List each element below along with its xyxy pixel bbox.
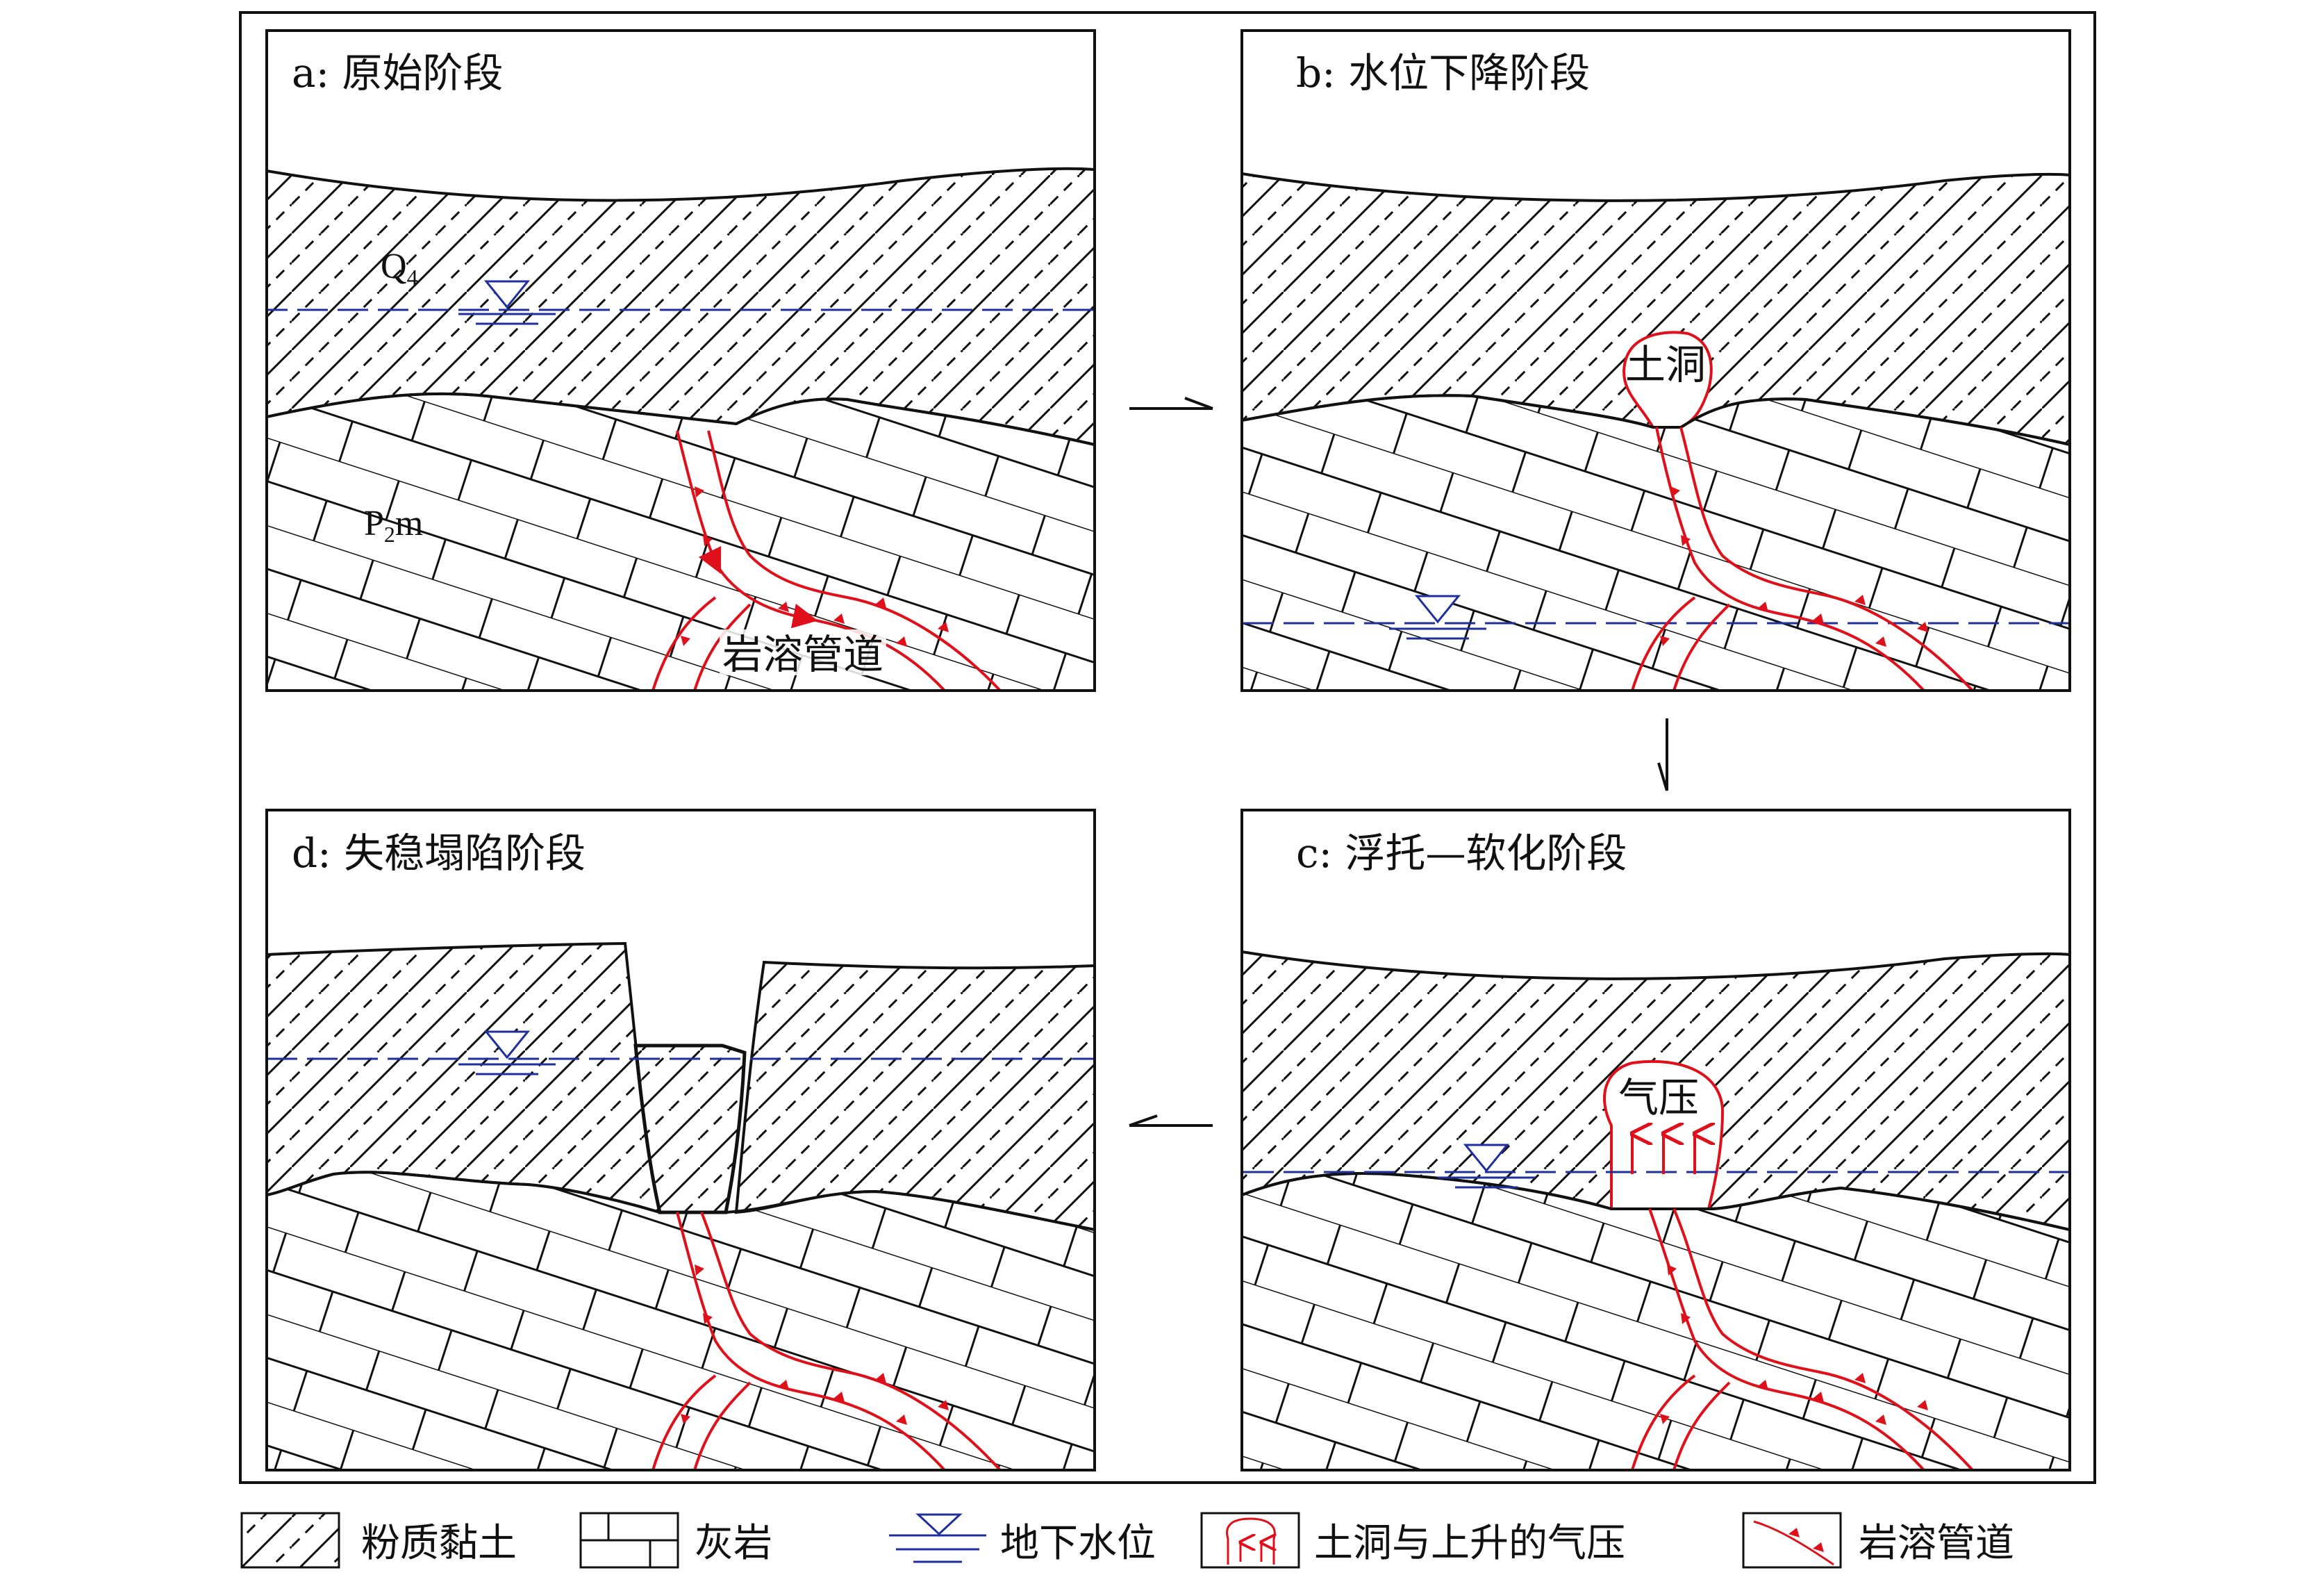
conduit-teeth	[1660, 486, 1928, 647]
karst-conduit	[1631, 427, 1974, 691]
panel-c: 气压	[1242, 950, 2070, 1470]
karst-conduit-label: 岩溶管道	[722, 631, 883, 678]
panel-c-frame	[1240, 809, 2071, 1471]
svg-text:粉质黏土: 粉质黏土	[361, 1521, 517, 1566]
air-pressure-label: 气压	[1618, 1074, 1699, 1121]
unit-p-label: P2m	[364, 504, 423, 547]
soil-cave-label: 土洞	[1625, 341, 1706, 388]
panel-a-title: a: 原始阶段	[292, 49, 504, 97]
legend-limestone: 灰岩	[579, 1512, 772, 1569]
legend-water-table	[889, 1513, 986, 1563]
karst-conduit	[651, 1212, 1002, 1470]
panel-a: Q4 P2m 岩溶管道	[267, 167, 1095, 691]
legend-water-table-label: 地下水位	[1000, 1521, 1156, 1566]
silty-clay-layer-right	[734, 960, 1095, 1232]
limestone-layer	[1242, 1172, 2070, 1470]
karst-conduit	[1631, 1208, 1974, 1470]
legend-silty-clay: 粉质黏土	[240, 1512, 517, 1569]
outer-frame	[239, 11, 2096, 1484]
legend-karst-conduit-label: 岩溶管道	[1859, 1521, 2014, 1566]
legend-karst-conduit	[1742, 1512, 1842, 1569]
panel-d-frame	[265, 809, 1096, 1471]
silty-clay-layer-left	[267, 941, 662, 1214]
conduit-teeth	[1660, 1264, 1928, 1425]
conduit-teeth	[681, 486, 949, 647]
limestone-layer	[267, 1171, 1095, 1470]
legend-soil-cave	[1200, 1512, 1300, 1569]
water-table-symbol	[1438, 1144, 1535, 1189]
water-table-symbol	[458, 280, 556, 325]
limestone-layer	[1242, 394, 2070, 691]
soil-cave	[1622, 331, 1713, 429]
legend-soil-cave-label: 土洞与上升的气压	[1314, 1521, 1625, 1566]
unit-q-label: Q4	[381, 247, 418, 290]
arrow-c-to-d	[1129, 1114, 1213, 1127]
water-table-symbol	[1389, 595, 1486, 640]
panel-b-title: b: 水位下降阶段	[1296, 49, 1590, 97]
panel-a-frame	[265, 29, 1096, 692]
arrow-a-to-b	[1129, 397, 1213, 410]
panel-d-title: d: 失稳塌陷阶段	[292, 830, 586, 877]
limestone-layer	[267, 392, 1095, 691]
panel-c-title: c: 浮托—软化阶段	[1296, 830, 1627, 877]
water-table-symbol	[458, 1030, 556, 1075]
panel-b-frame	[1240, 29, 2071, 692]
arrow-b-to-c	[1657, 718, 1668, 791]
rising-air-arrows	[1632, 1134, 1695, 1174]
svg-text:灰岩: 灰岩	[695, 1521, 772, 1566]
legend: 粉质黏土 灰岩 地下水位 土洞与上升的气压 岩溶管	[240, 1512, 2014, 1569]
panel-d	[267, 941, 1095, 1470]
conduit-teeth	[681, 1264, 949, 1425]
panel-b: 土洞	[1242, 172, 2070, 691]
